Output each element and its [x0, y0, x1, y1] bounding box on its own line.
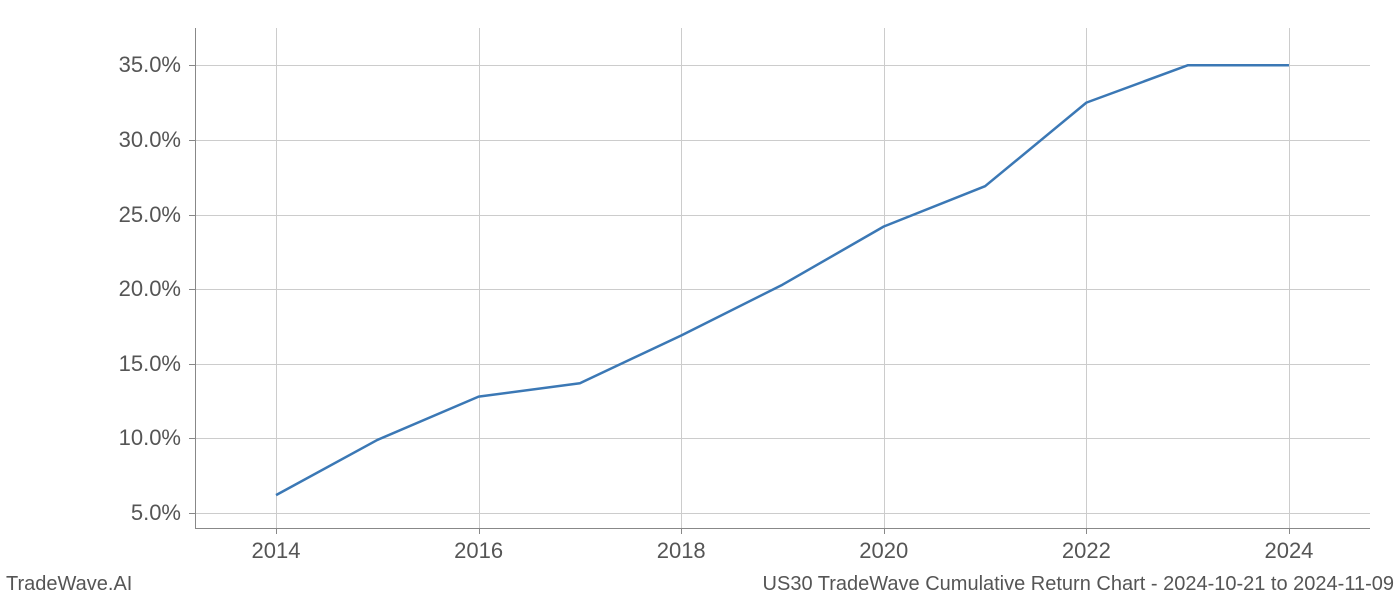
- x-tick-label: 2018: [657, 538, 706, 564]
- footer-left-text: TradeWave.AI: [6, 573, 132, 596]
- y-tick-label: 10.0%: [0, 425, 181, 451]
- x-tick-label: 2024: [1264, 538, 1313, 564]
- x-tick-label: 2022: [1062, 538, 1111, 564]
- y-tick-label: 5.0%: [0, 500, 181, 526]
- plot-area: [195, 28, 1370, 528]
- x-tick-label: 2020: [859, 538, 908, 564]
- x-tick-label: 2016: [454, 538, 503, 564]
- y-axis-spine: [195, 28, 196, 528]
- line-series: [195, 28, 1370, 528]
- y-tick-label: 15.0%: [0, 351, 181, 377]
- y-tick-label: 35.0%: [0, 52, 181, 78]
- footer-right-text: US30 TradeWave Cumulative Return Chart -…: [763, 573, 1394, 596]
- chart-container: TradeWave.AI US30 TradeWave Cumulative R…: [0, 0, 1400, 600]
- x-tick-label: 2014: [252, 538, 301, 564]
- x-axis-spine: [195, 528, 1370, 529]
- y-tick-label: 20.0%: [0, 276, 181, 302]
- y-tick-label: 25.0%: [0, 202, 181, 228]
- y-tick-label: 30.0%: [0, 127, 181, 153]
